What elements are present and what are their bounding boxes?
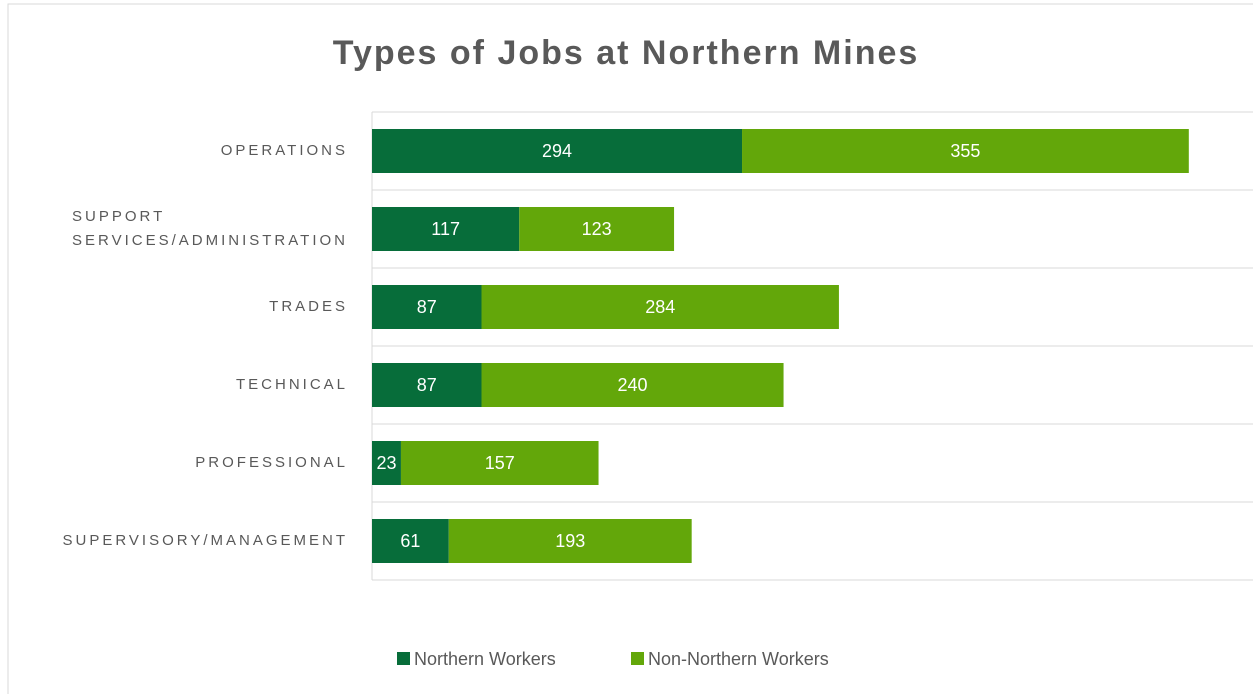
y-tick-label: SUPERVISORY/MANAGEMENT [63,532,349,549]
y-tick-label: TRADES [269,298,348,315]
y-tick-label: TECHNICAL [236,376,348,393]
y-tick-label: OPERATIONS [221,142,348,159]
data-label: 294 [542,141,572,161]
data-label: 87 [417,375,437,395]
chart-title: Types of Jobs at Northern Mines [333,34,920,72]
bar-segment [400,441,599,485]
legend-swatch [397,652,410,665]
data-label: 355 [950,141,980,161]
chart-border [7,3,1253,694]
bar-segment [372,129,743,173]
y-tick-label: SUPPORT SERVICES/ADMINISTRATION [72,208,348,249]
data-label: 23 [376,453,396,473]
bar-segment [519,207,675,251]
data-label: 61 [400,531,420,551]
bar-segment [742,129,1189,173]
y-tick-label: PROFESSIONAL [195,454,348,471]
bar-segment [448,519,692,563]
bar-segment [372,441,401,485]
bar-segment [372,285,482,329]
data-label: 240 [618,375,648,395]
bar-segment [372,363,482,407]
legend-label: Non-Northern Workers [648,649,829,669]
bar-segment [481,363,784,407]
legend-swatch [631,652,644,665]
data-label: 123 [582,219,612,239]
bar-segment [372,207,520,251]
bar-segment [372,519,449,563]
data-label: 157 [485,453,515,473]
bar-segment [481,285,839,329]
data-label: 193 [555,531,585,551]
data-label: 284 [645,297,675,317]
legend-label: Northern Workers [414,649,556,669]
data-label: 117 [431,219,460,239]
data-label: 87 [417,297,437,317]
